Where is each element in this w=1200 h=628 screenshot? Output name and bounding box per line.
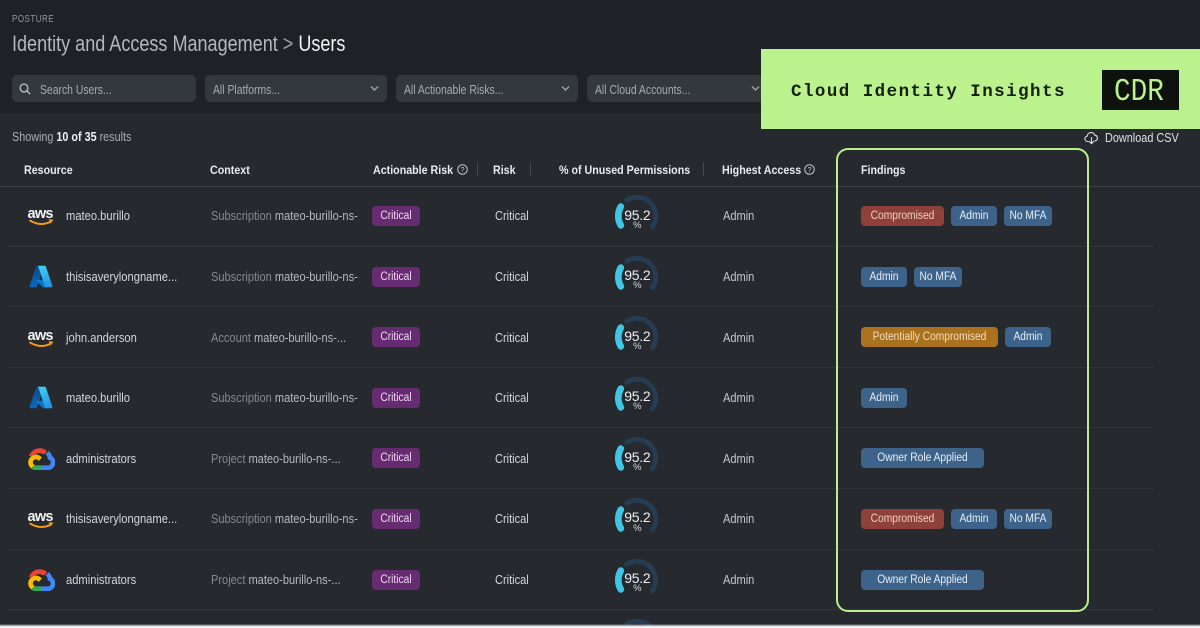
- svg-text:aws: aws: [28, 509, 54, 525]
- svg-text:aws: aws: [28, 328, 54, 344]
- svg-text:aws: aws: [28, 206, 54, 222]
- svg-text:?: ?: [807, 164, 811, 173]
- svg-text:?: ?: [460, 164, 464, 173]
